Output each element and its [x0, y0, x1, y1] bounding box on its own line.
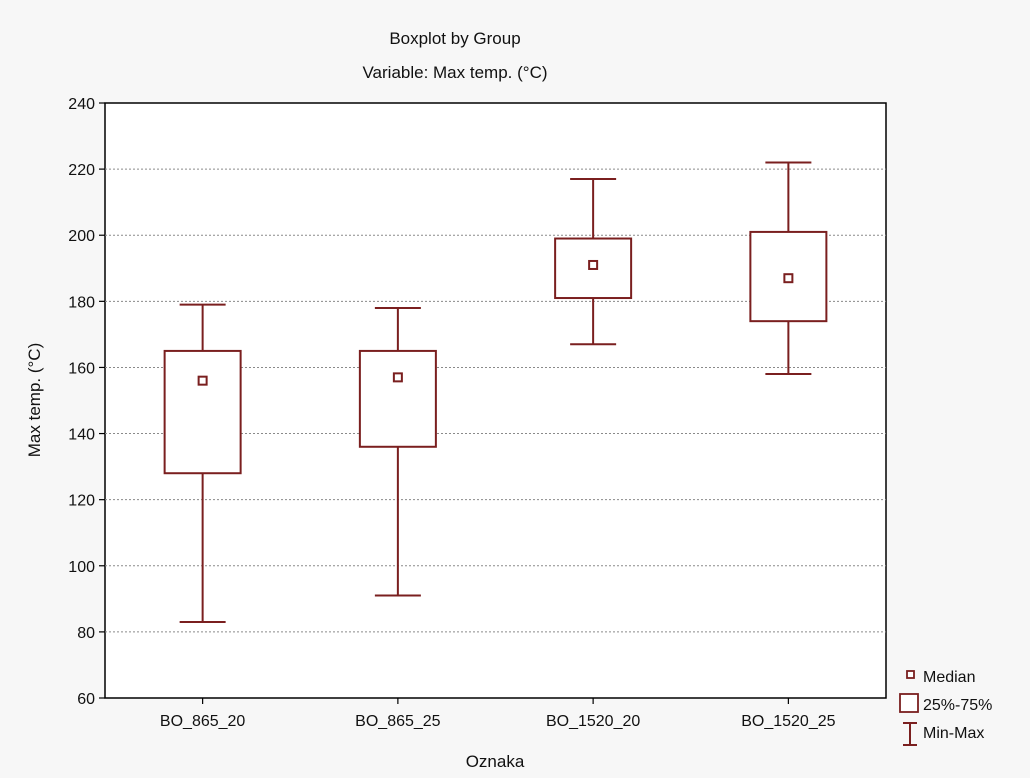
median-marker [197, 375, 208, 386]
y-tick-label: 80 [77, 625, 95, 642]
legend-box-label: 25%-75% [923, 697, 992, 714]
median-marker [392, 372, 403, 383]
y-tick-label: 240 [68, 96, 95, 113]
y-axis-label: Max temp. (°C) [25, 343, 44, 457]
chart-subtitle: Variable: Max temp. (°C) [362, 63, 547, 82]
iqr-box [358, 349, 437, 448]
legend-median-label: Median [923, 669, 975, 686]
y-tick-label: 100 [68, 559, 95, 576]
legend-whisker-symbol [903, 722, 917, 746]
y-tick-label: 140 [68, 427, 95, 444]
y-tick-label: 220 [68, 162, 95, 179]
legend-box-symbol [899, 693, 919, 713]
x-tick-label: BO_1520_25 [741, 713, 835, 730]
chart-title: Boxplot by Group [389, 29, 520, 48]
x-tick-label: BO_1520_20 [546, 713, 640, 730]
median-marker [588, 259, 599, 270]
median-marker [783, 273, 794, 284]
y-axis-ticks: 60 80 100 120 140 160 180 200 220 240 [68, 96, 105, 708]
box-group [749, 161, 828, 376]
y-tick-label: 180 [68, 294, 95, 311]
y-tick-label: 60 [77, 691, 95, 708]
x-tick-label: BO_865_25 [355, 713, 441, 730]
y-tick-label: 200 [68, 228, 95, 245]
x-tick-label: BO_865_20 [160, 713, 246, 730]
y-tick-label: 160 [68, 360, 95, 377]
legend-minmax-label: Min-Max [923, 725, 984, 742]
iqr-box [163, 349, 242, 475]
box-group [163, 303, 242, 623]
box-group [358, 306, 437, 597]
legend-median-symbol [906, 670, 915, 679]
box-series [163, 161, 828, 623]
box-group [554, 178, 633, 346]
legend: Median 25%-75% Min-Max [899, 669, 992, 746]
x-axis-label: Oznaka [466, 752, 525, 771]
x-axis-ticks: BO_865_20 BO_865_25 BO_1520_20 BO_1520_25 [160, 698, 836, 730]
y-tick-label: 120 [68, 493, 95, 510]
